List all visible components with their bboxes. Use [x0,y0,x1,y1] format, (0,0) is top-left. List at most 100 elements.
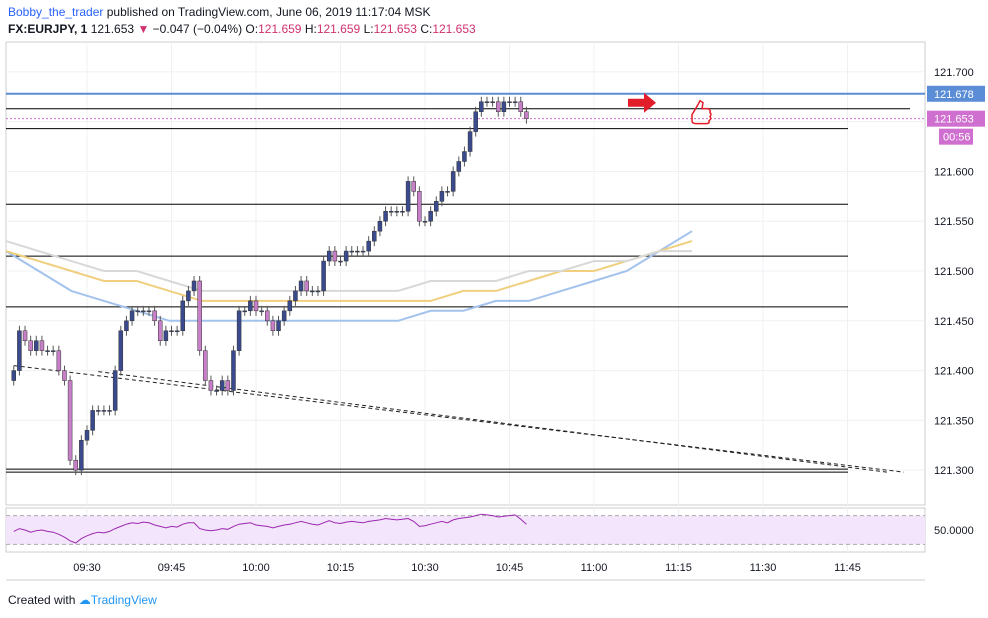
candle-body [434,201,439,212]
y-tick-label: 121.350 [934,415,974,427]
candle-body [417,191,422,222]
candle-body [118,330,124,371]
candle-body [400,211,405,213]
down-arrow-icon: ▼ [137,22,150,36]
candle-body [45,350,50,352]
rsi-line [13,513,527,544]
candle-body [507,101,512,103]
ema-line [5,240,693,302]
candle-body [287,300,293,312]
low-value: 121.653 [373,22,417,36]
candle-body [180,300,186,332]
ema-line [5,230,693,322]
candle-body [152,310,157,322]
open-value: 121.659 [258,22,302,36]
ema-line [5,240,692,292]
candle-body [169,330,174,333]
candle-body [518,101,524,112]
candle-body [129,310,135,322]
candle-body [349,250,355,253]
candle-body [141,310,146,313]
candle-body [298,280,304,292]
candle-body [79,440,84,471]
candle-body [366,240,371,252]
tradingview-logo-icon[interactable]: ☁ [78,593,91,607]
candle-body [28,340,33,351]
candle-body [304,280,309,292]
high-label: H: [304,22,317,36]
candle-body [135,310,140,313]
candle-body [225,380,231,391]
candle-body [501,101,507,112]
symbol-label: FX:EURJPY, 1 [8,22,88,36]
candle-body [73,459,78,471]
candle-body [67,380,73,461]
candle-body [219,380,225,391]
candle-body [112,370,118,411]
candle-body [208,380,214,391]
rsi-band [6,515,925,545]
candle-body [428,211,433,222]
low-label: L: [363,22,374,36]
x-tick-label: 09:45 [158,562,186,574]
candle-body [310,290,315,293]
x-tick-label: 10:30 [411,562,439,574]
candle-body [253,300,259,312]
candle-body [236,310,242,351]
y-tick-label: 121.450 [934,316,974,328]
y-tick-label: 121.400 [934,366,974,378]
publish-info: Bobby_the_trader published on TradingVie… [8,5,431,19]
candle-body [276,320,281,332]
y-tick-label: 121.700 [934,67,974,79]
candle-body [22,330,28,341]
candle-body [326,250,332,262]
candle-body [270,320,276,332]
candle-body [512,101,518,103]
y-tick-label: 121.550 [934,216,974,228]
candle-body [422,220,428,223]
countdown-label: 00:56 [943,132,971,144]
candle-body [467,131,473,152]
candle-body [383,211,388,222]
candle-body [101,410,107,412]
candle-body [197,280,202,351]
candle-body [343,250,349,262]
candle-body [394,211,400,213]
candle-body [473,111,478,132]
footer: Created with ☁TradingView [8,593,157,607]
candle-body [214,390,219,392]
candle-body [456,161,462,172]
candle-body [462,151,467,162]
x-tick-label: 11:00 [581,562,608,574]
candle-body [186,290,191,302]
price-tag [927,85,985,102]
candle-body [174,330,180,333]
candle-body [163,330,169,341]
x-tick-label: 11:15 [665,562,692,574]
thumbs-up-icon [691,99,712,125]
candle-body [191,280,197,292]
candle-body [377,220,383,232]
footer-brand[interactable]: TradingView [90,593,157,607]
trendline [13,365,904,473]
last-price: 121.653 [90,22,135,36]
symbol-legend: FX:EURJPY, 1 121.653 ▼ −0.047 (−0.04%) O… [8,22,476,36]
candle-body [479,101,484,112]
author-link[interactable]: Bobby_the_trader [8,5,104,19]
candle-body [445,191,450,193]
candle-body [62,370,67,381]
candle-body [411,181,416,192]
candle-body [405,181,411,212]
candle-body [265,310,270,322]
price-tag-label: 121.653 [934,114,974,126]
candle-body [259,310,264,313]
red-arrow-icon [628,92,656,113]
candle-body [293,290,298,302]
candle-body [360,250,366,253]
candle-body [17,330,22,371]
candle-body [96,410,101,412]
x-tick-label: 10:15 [327,562,355,574]
candle-body [84,430,90,441]
candle-body [281,310,287,322]
